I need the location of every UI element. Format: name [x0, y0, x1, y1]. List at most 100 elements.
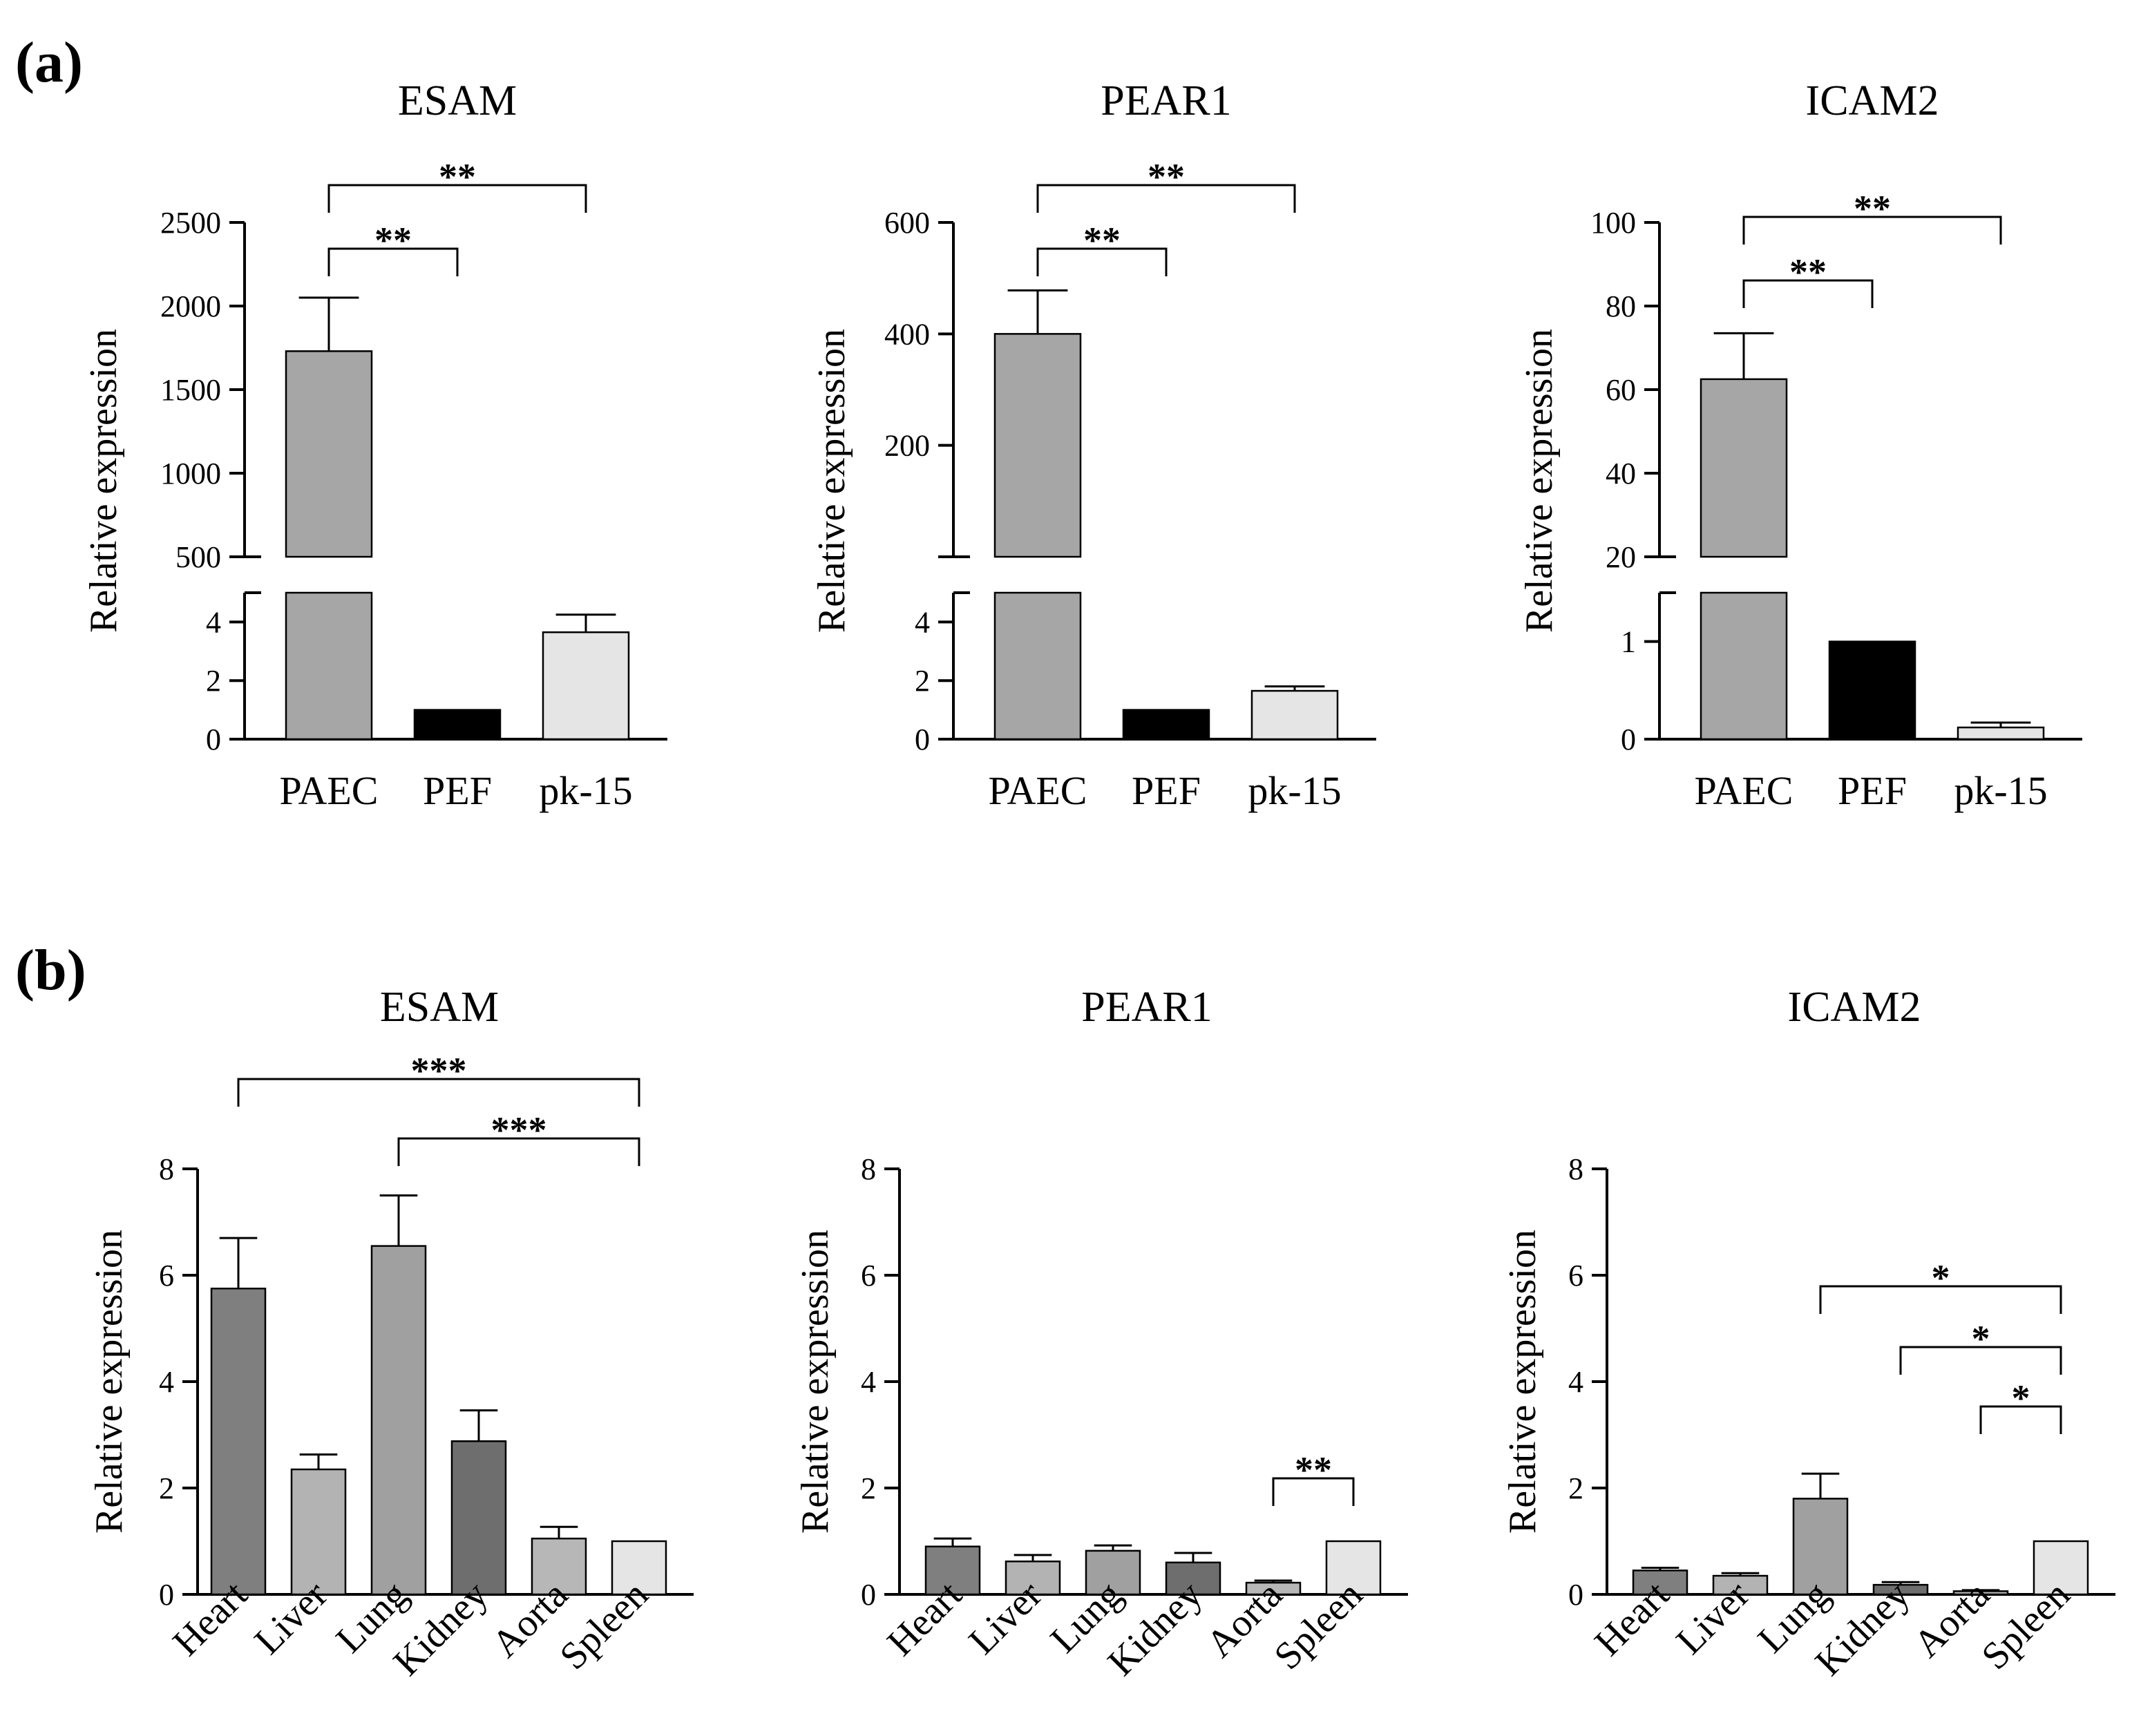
bar-lung: [1085, 1549, 1141, 1596]
significance-bracket: [1899, 1346, 2062, 1375]
chart-title: ICAM2: [1806, 77, 1939, 124]
chart-a-pear1: PEAR1 Relative expression 0 2 4 200 400 600 PAEC…: [810, 77, 1376, 813]
y-tick-label: 0: [206, 723, 221, 756]
bar-liver: [1005, 1561, 1061, 1596]
bar-heart: [1632, 1570, 1688, 1596]
y-tick-label: 6: [159, 1259, 174, 1293]
y-tick-label: 6: [1568, 1259, 1583, 1293]
y-tick-label: 2: [915, 664, 930, 698]
bar-pef: [413, 709, 502, 741]
chart-title: ICAM2: [1788, 984, 1921, 1031]
x-tick-label: PEF: [423, 768, 492, 813]
significance-bracket: [397, 1137, 640, 1166]
bar-pef: [1828, 640, 1916, 741]
bar-kidney: [450, 1440, 507, 1596]
bar-paec-upper: [993, 333, 1082, 558]
bar-spleen: [1325, 1540, 1382, 1596]
y-tick-label: 6: [861, 1259, 876, 1293]
bar-spleen: [2033, 1540, 2089, 1596]
y-axis-label: Relative expression: [794, 1230, 837, 1534]
bar-aorta: [531, 1537, 587, 1596]
bar-pk-15: [1250, 689, 1339, 741]
significance-bracket: [237, 1078, 640, 1107]
bar-paec-lower: [285, 591, 373, 741]
y-tick-label: 40: [1606, 457, 1636, 490]
chart-title: ESAM: [398, 77, 517, 124]
significance-label: *: [2012, 1377, 2030, 1419]
y-tick-label: 2500: [160, 206, 221, 240]
significance-label: ***: [491, 1109, 547, 1151]
y-tick-label: 600: [884, 206, 930, 240]
x-tick-label: pk-15: [1248, 768, 1341, 813]
bar-pk-15: [1957, 726, 2045, 741]
y-axis-label: Relative expression: [88, 1230, 131, 1534]
panel-label-a: (a): [15, 30, 83, 95]
x-tick-label: pk-15: [539, 768, 632, 813]
y-tick-label: 0: [1568, 1578, 1583, 1612]
y-tick-label: 0: [159, 1578, 174, 1612]
chart-title: ESAM: [380, 984, 499, 1031]
chart-title: PEAR1: [1081, 984, 1212, 1031]
y-tick-label: 100: [1590, 206, 1636, 240]
bar-pk-15: [542, 631, 630, 741]
significance-label: **: [1083, 220, 1121, 261]
bar-liver: [290, 1468, 347, 1596]
y-tick-label: 2000: [160, 289, 221, 323]
chart-a-icam2: ICAM2 Relative expression 0 1 20 40 60 80 100 PAE…: [1518, 77, 2082, 813]
x-tick-label: PAEC: [989, 768, 1087, 813]
y-tick-label: 4: [861, 1365, 876, 1399]
significance-bracket: [327, 247, 459, 276]
bar-heart: [924, 1545, 981, 1596]
x-tick-label: PEF: [1132, 768, 1201, 813]
significance-bracket: [1036, 184, 1296, 213]
significance-label: **: [1854, 188, 1891, 229]
significance-label: *: [1972, 1318, 1990, 1360]
x-tick-label: pk-15: [1954, 768, 2047, 813]
y-tick-label: 1: [1621, 625, 1636, 659]
y-tick-label: 0: [915, 723, 930, 756]
y-tick-label: 1000: [160, 457, 221, 490]
y-tick-label: 200: [884, 429, 930, 463]
bar-kidney: [1165, 1561, 1221, 1596]
y-tick-label: 1500: [160, 373, 221, 407]
bar-heart: [210, 1288, 267, 1596]
chart-a-esam: ESAM Relative expression 0 2 4 500 1000 1500 200…: [82, 77, 667, 813]
y-tick-label: 20: [1606, 540, 1636, 574]
y-tick-label: 0: [1621, 723, 1636, 756]
y-tick-label: 400: [884, 317, 930, 351]
significance-bracket: [1742, 279, 1874, 308]
y-tick-label: 500: [175, 540, 221, 574]
bar-spleen: [611, 1540, 667, 1596]
y-tick-label: 2: [206, 664, 221, 698]
y-tick-label: 80: [1606, 289, 1636, 323]
y-tick-label: 2: [1568, 1471, 1583, 1505]
x-tick-label: Spleen: [1974, 1573, 2079, 1678]
significance-label: **: [439, 156, 476, 198]
y-tick-label: 2: [861, 1471, 876, 1505]
x-tick-label: PAEC: [280, 768, 379, 813]
significance-bracket: [1036, 247, 1168, 276]
significance-bracket: [327, 184, 587, 213]
significance-bracket: [1979, 1405, 2062, 1434]
y-tick-label: 8: [159, 1152, 174, 1186]
significance-label: **: [1789, 251, 1827, 293]
panel-label-b: (b): [15, 938, 86, 1002]
y-tick-label: 0: [861, 1578, 876, 1612]
bar-paec-upper: [285, 350, 373, 558]
bar-liver: [1712, 1574, 1769, 1596]
y-tick-label: 2: [159, 1471, 174, 1505]
significance-label: **: [1148, 156, 1185, 198]
y-tick-label: 4: [1568, 1365, 1583, 1399]
significance-bracket: [1819, 1285, 2062, 1314]
significance-bracket: [1742, 216, 2002, 245]
y-tick-label: 4: [915, 605, 930, 639]
significance-label: ***: [411, 1050, 467, 1091]
significance-bracket: [1272, 1477, 1355, 1506]
bar-paec-lower: [1700, 591, 1788, 741]
bar-paec-lower: [993, 591, 1082, 741]
y-tick-label: 4: [206, 605, 221, 639]
significance-label: **: [374, 220, 412, 261]
y-axis-label: Relative expression: [810, 329, 853, 633]
